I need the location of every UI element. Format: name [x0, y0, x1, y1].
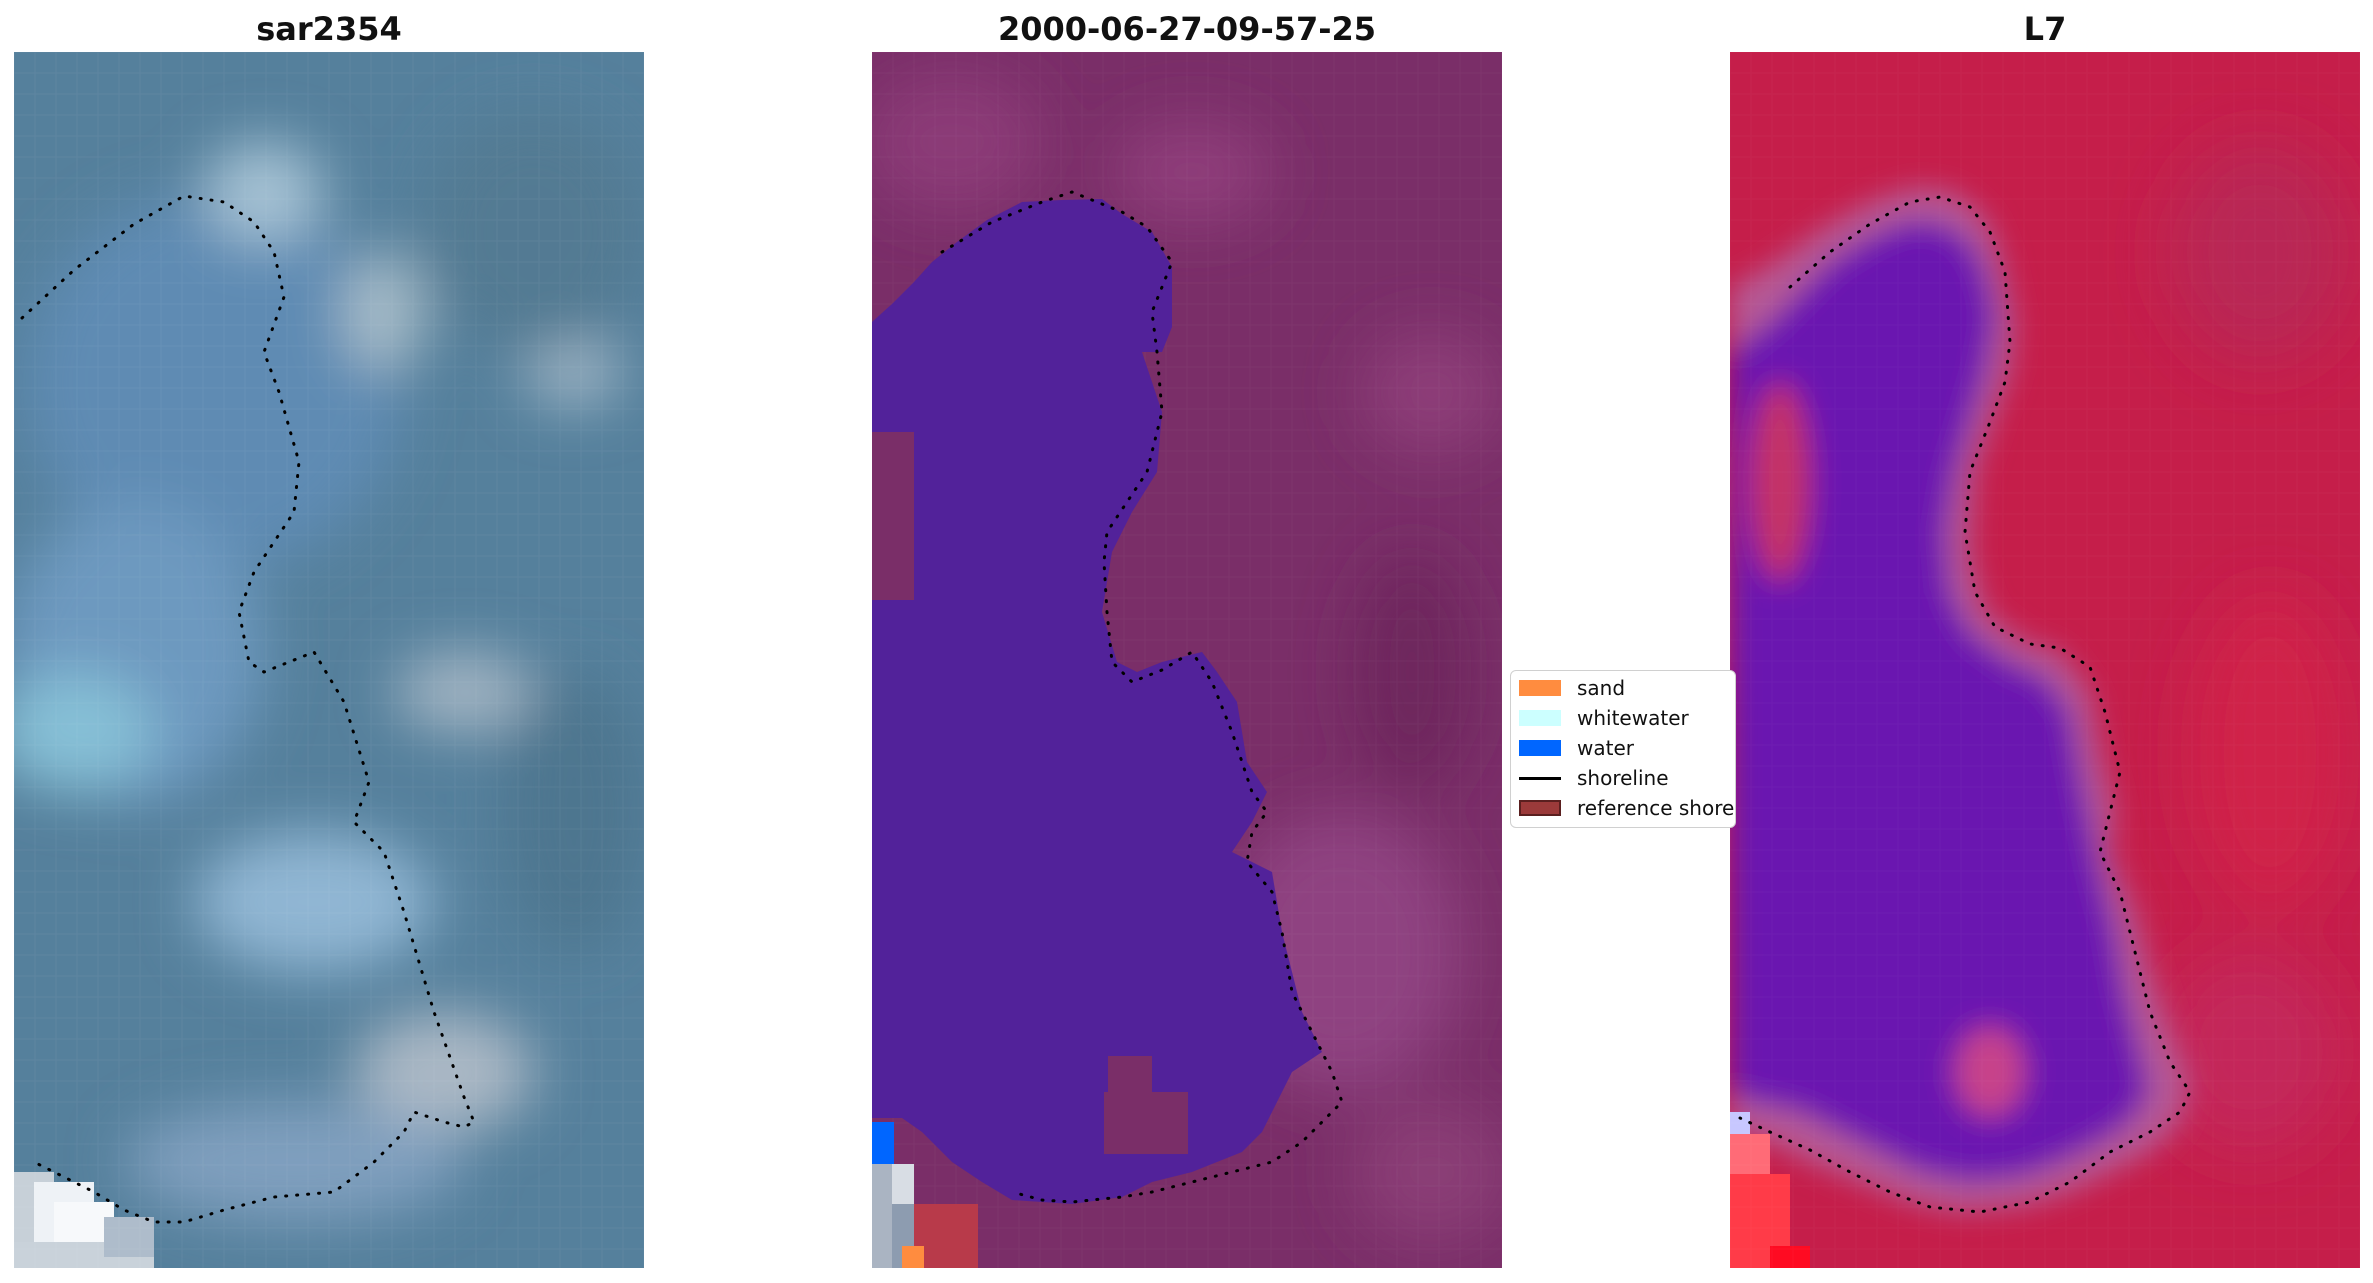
legend-label-whitewater: whitewater	[1577, 706, 1689, 730]
classified-image-panel	[872, 52, 1502, 1268]
water-region	[872, 199, 1322, 1204]
water-swatch	[1519, 740, 1561, 756]
whitewater-swatch	[1519, 710, 1561, 726]
classified-image	[872, 52, 1502, 1268]
legend-label-reference-shoreline: reference shoreline	[1577, 796, 1735, 820]
rgb-image	[14, 52, 644, 1268]
rgb-image-panel	[14, 52, 644, 1268]
l7-image	[1730, 52, 2360, 1268]
panel-title-date: 2000-06-27-09-57-25	[997, 10, 1377, 48]
legend-item-water: water	[1519, 733, 1634, 763]
shoreline-line-sample	[1519, 776, 1561, 780]
legend-item-sand: sand	[1519, 673, 1625, 703]
legend-item-shoreline: shoreline	[1519, 763, 1669, 793]
panel-title-sar: sar2354	[256, 10, 402, 48]
l7-image-panel	[1730, 52, 2360, 1268]
shoreline-dots	[940, 190, 1344, 1204]
sand-swatch	[1519, 680, 1561, 696]
legend-label-shoreline: shoreline	[1577, 766, 1669, 790]
legend-item-reference-shoreline: reference shoreline	[1519, 793, 1735, 823]
shoreline-dots	[20, 194, 476, 1224]
legend-label-water: water	[1577, 736, 1634, 760]
panel-title-l7: L7	[2023, 10, 2067, 48]
legend: sand whitewater water shoreline referenc…	[1510, 670, 1736, 828]
legend-item-whitewater: whitewater	[1519, 703, 1689, 733]
legend-label-sand: sand	[1577, 676, 1626, 700]
reference-shoreline-swatch	[1519, 800, 1561, 816]
